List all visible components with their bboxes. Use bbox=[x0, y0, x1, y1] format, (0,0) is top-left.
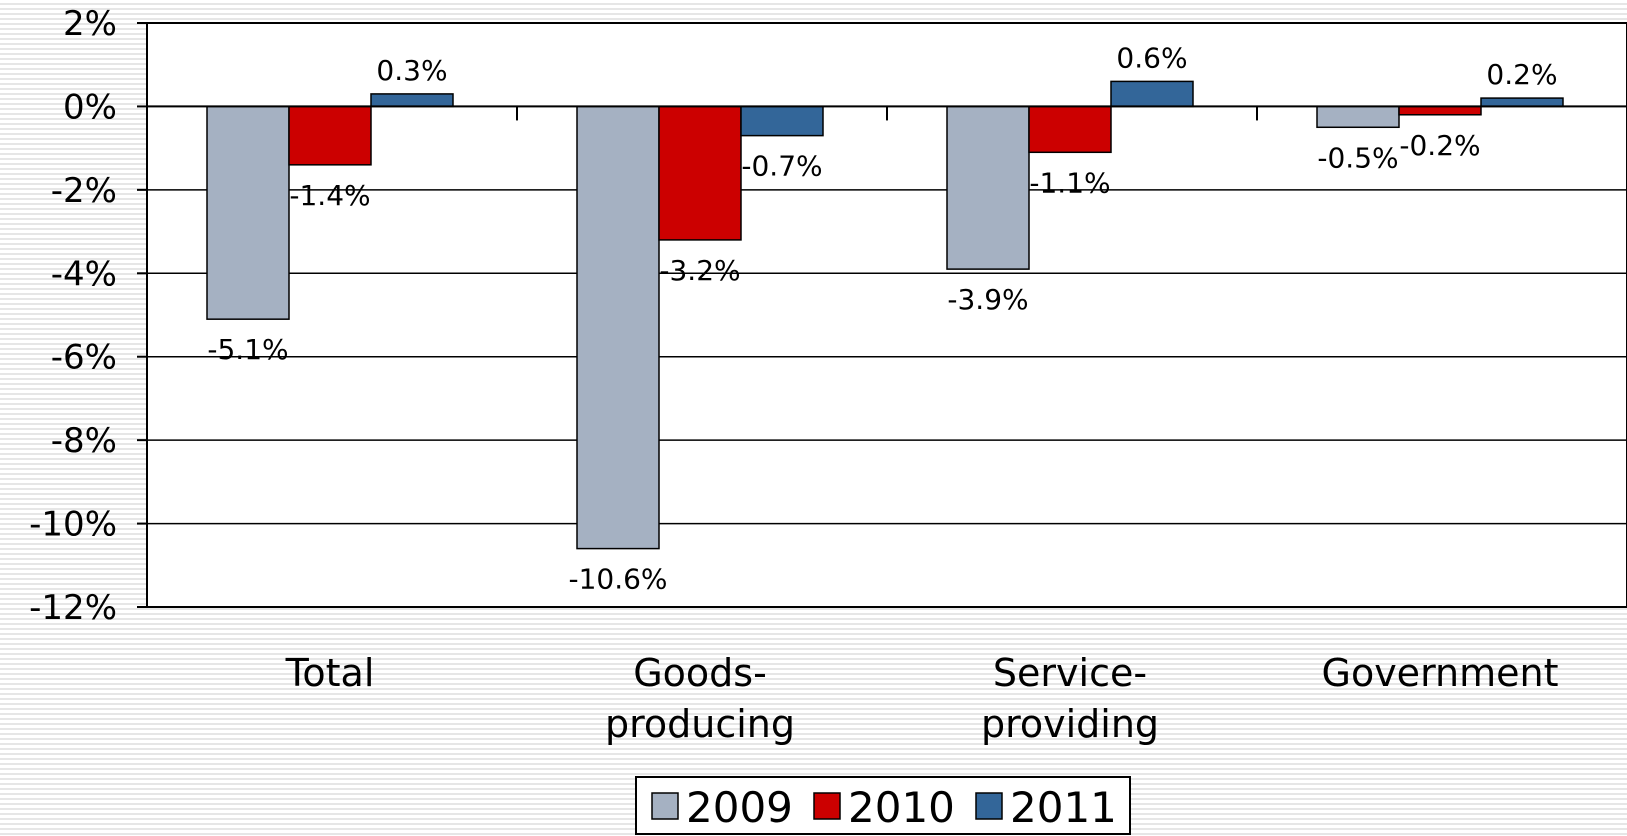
bar bbox=[370, 93, 454, 108]
y-tick-label: -12% bbox=[29, 588, 117, 628]
category-label: Goods-producing bbox=[605, 651, 795, 746]
legend: 2009 2010 2011 bbox=[635, 776, 1131, 835]
bar bbox=[1480, 97, 1564, 108]
data-label: 0.2% bbox=[1486, 58, 1557, 91]
bar bbox=[1110, 80, 1194, 108]
legend-label: 2011 bbox=[1010, 783, 1117, 832]
bar bbox=[288, 105, 372, 166]
legend-box bbox=[635, 776, 1131, 835]
category-labels: Total Goods-producing Service-providing Gov… bbox=[285, 651, 1559, 746]
data-label: -0.7% bbox=[741, 150, 822, 183]
category-label: Service-providing bbox=[981, 651, 1159, 746]
plot-border bbox=[146, 22, 1627, 608]
bar bbox=[658, 105, 742, 241]
data-label: 0.3% bbox=[376, 54, 447, 87]
bar bbox=[946, 105, 1030, 270]
legend-label: 2010 bbox=[848, 783, 955, 832]
data-label: -10.6% bbox=[568, 563, 667, 596]
y-tick-label: -6% bbox=[51, 338, 117, 378]
data-label: -0.2% bbox=[1399, 129, 1480, 162]
y-tick-label: -2% bbox=[51, 171, 117, 211]
data-labels: -5.1% -1.4% 0.3% -10.6% -3.2% -0.7% -3.9% -1.1%… bbox=[207, 41, 1557, 595]
y-tick-label: -8% bbox=[51, 421, 117, 461]
y-tick-label: -4% bbox=[51, 254, 117, 294]
y-tick-label: -10% bbox=[29, 505, 117, 545]
zero-axis bbox=[147, 105, 1627, 121]
bar bbox=[740, 105, 824, 137]
y-axis-ticks: 2% 0% -2% -4% -6% -8% -10% -12% bbox=[29, 4, 117, 628]
legend-label: 2009 bbox=[686, 783, 793, 832]
data-label: 0.6% bbox=[1116, 41, 1187, 74]
bar bbox=[576, 105, 660, 550]
bar bbox=[1316, 105, 1400, 129]
category-label: Government bbox=[1322, 651, 1559, 695]
y-tick-label: 2% bbox=[63, 4, 117, 44]
data-label: -1.4% bbox=[289, 179, 370, 212]
data-label: -0.5% bbox=[1317, 141, 1398, 174]
legend-swatch bbox=[975, 792, 1003, 820]
data-label: -3.9% bbox=[947, 283, 1028, 316]
y-tick-label: 0% bbox=[63, 87, 117, 127]
legend-swatch bbox=[813, 792, 841, 820]
data-label: -1.1% bbox=[1029, 166, 1110, 199]
data-label: -5.1% bbox=[207, 333, 288, 366]
legend-swatch bbox=[651, 792, 679, 820]
data-label: -3.2% bbox=[659, 254, 740, 287]
bar bbox=[1398, 105, 1482, 116]
bar bbox=[1028, 105, 1112, 154]
bar bbox=[206, 105, 290, 320]
category-label: Total bbox=[285, 651, 375, 695]
